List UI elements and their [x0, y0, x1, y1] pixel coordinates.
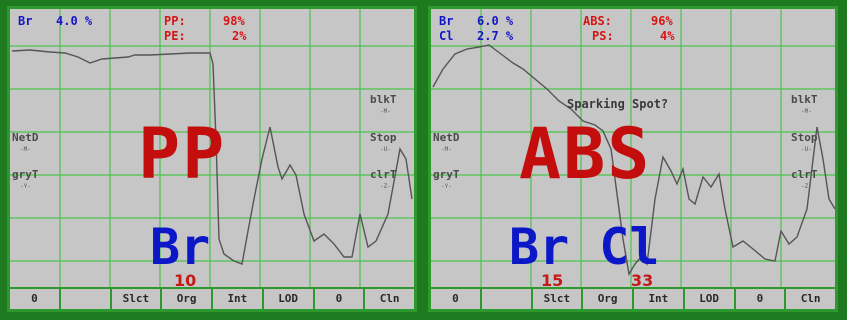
left-pe-value: 2% [232, 29, 247, 43]
left-blkt-sub: -M- [380, 108, 391, 115]
right-cl-value: 2.7 % [477, 29, 514, 43]
left-plot-area: Br 4.0 % PP: 98% PE: 2% NetD -M- gryT -Y… [10, 9, 414, 290]
right-btn-org[interactable]: Org [583, 289, 634, 309]
left-btn-org[interactable]: Org [162, 289, 213, 309]
left-pp-value: 98% [223, 14, 245, 28]
right-plot-svg [431, 9, 835, 287]
left-btn-lod[interactable]: LOD [264, 289, 315, 309]
left-element-label: Br [150, 218, 211, 276]
left-big-pp-label: PP [138, 113, 227, 195]
left-pe-label: PE: [164, 29, 186, 43]
right-cl-label: Cl [439, 29, 454, 43]
right-sparking-annotation: Sparking Spot? [567, 97, 669, 111]
right-count-br: 15 [541, 271, 564, 290]
left-br-value: 4.0 % [56, 14, 93, 28]
left-gryt-label[interactable]: gryT [12, 168, 39, 181]
right-plot-area: Br 6.0 % Cl 2.7 % ABS: 96% PS: 4% Sparki… [431, 9, 835, 290]
right-stop-label[interactable]: Stop [791, 131, 818, 144]
left-spectrum-trace [11, 49, 413, 265]
right-button-bar: 0 Slct Org Int LOD 0 Cln [431, 287, 835, 309]
right-gryt-sub: -Y- [441, 183, 452, 190]
left-clrt-sub: -Z- [380, 183, 391, 190]
right-netd-sub: -M- [441, 146, 452, 153]
left-btn-int[interactable]: Int [213, 289, 264, 309]
left-clrt-label[interactable]: clrT [370, 168, 397, 181]
right-count-cl: 33 [631, 271, 654, 290]
right-stop-sub: -U- [801, 146, 812, 153]
left-btn-slct[interactable]: Slct [112, 289, 163, 309]
right-clrt-label[interactable]: clrT [791, 168, 818, 181]
right-abs-value: 96% [651, 14, 673, 28]
left-gryt-sub: -Y- [20, 183, 31, 190]
left-stop-sub: -U- [380, 146, 391, 153]
left-pp-label: PP: [164, 14, 186, 28]
right-abs-label: ABS: [583, 14, 612, 28]
left-btn-zero-2[interactable]: 0 [315, 289, 366, 309]
left-button-bar: 0 Slct Org Int LOD 0 Cln [10, 287, 414, 309]
right-btn-zero-2[interactable]: 0 [736, 289, 787, 309]
left-plot-svg [10, 9, 414, 287]
left-stop-label[interactable]: Stop [370, 131, 397, 144]
right-btn-blank[interactable] [482, 289, 533, 309]
right-blkt-sub: -M- [801, 108, 812, 115]
left-netd-label[interactable]: NetD [12, 131, 39, 144]
right-btn-cln[interactable]: Cln [800, 292, 821, 305]
right-spectrum-panel: Br 6.0 % Cl 2.7 % ABS: 96% PS: 4% Sparki… [428, 6, 838, 312]
right-grid [431, 9, 835, 287]
right-blkt-label[interactable]: blkT [791, 93, 818, 106]
right-gryt-label[interactable]: gryT [433, 168, 460, 181]
right-ps-value: 4% [660, 29, 675, 43]
right-btn-int[interactable]: Int [634, 289, 685, 309]
right-ps-label: PS: [592, 29, 614, 43]
right-netd-label[interactable]: NetD [433, 131, 460, 144]
right-btn-lod[interactable]: LOD [685, 289, 736, 309]
right-br-label: Br [439, 14, 454, 28]
right-big-abs-label: ABS [519, 113, 652, 195]
left-spectrum-panel: Br 4.0 % PP: 98% PE: 2% NetD -M- gryT -Y… [7, 6, 417, 312]
right-btn-zero-1[interactable]: 0 [431, 289, 482, 309]
right-spectrum-trace [432, 44, 835, 276]
left-netd-sub: -M- [20, 146, 31, 153]
right-element-label: Br Cl [509, 218, 660, 276]
left-btn-blank[interactable] [61, 289, 112, 309]
right-btn-slct[interactable]: Slct [533, 289, 584, 309]
left-blkt-label[interactable]: blkT [370, 93, 397, 106]
right-br-value: 6.0 % [477, 14, 514, 28]
left-element-count: 10 [174, 271, 197, 290]
left-grid [10, 9, 414, 287]
right-clrt-sub: -Z- [801, 183, 812, 190]
left-btn-cln[interactable]: Cln [379, 292, 400, 305]
left-btn-zero-1[interactable]: 0 [10, 289, 61, 309]
left-br-label: Br [18, 14, 33, 28]
